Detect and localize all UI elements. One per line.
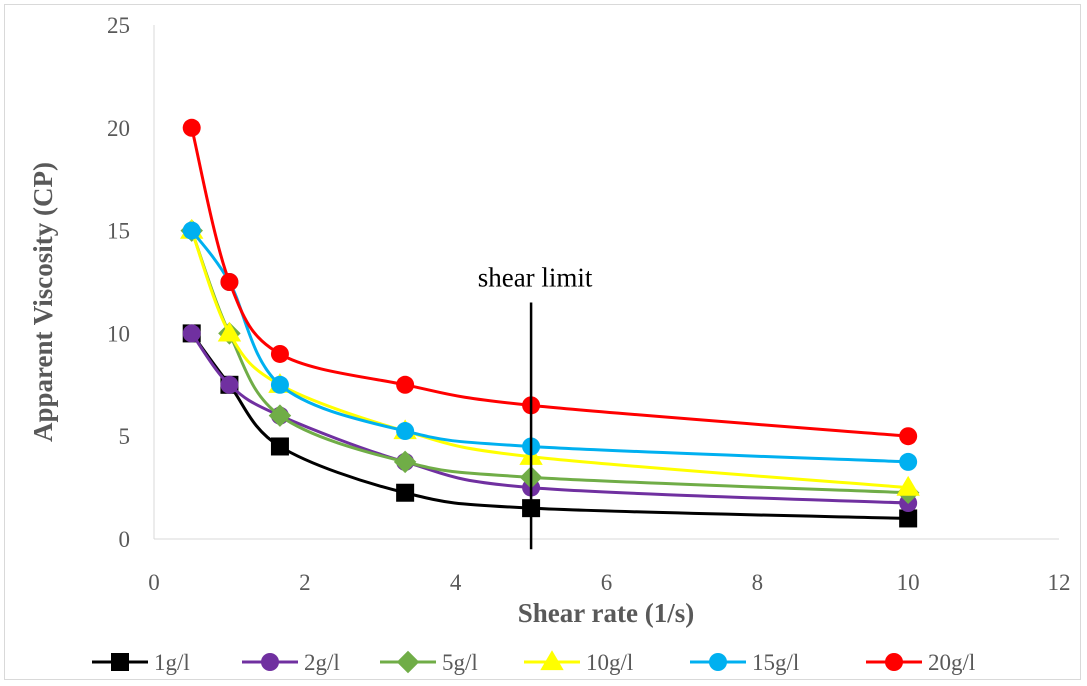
data-point	[896, 475, 920, 496]
data-point	[396, 422, 415, 441]
x-tick-label: 6	[601, 570, 613, 595]
legend-marker	[540, 650, 564, 671]
legend-label: 5g/l	[442, 650, 478, 675]
tick-labels: 0 5 10 15 20 25 0 2 4 6 8 10 12	[107, 13, 1071, 595]
annotation-layer: shear limit	[478, 263, 593, 550]
legend-item: 20g/l	[866, 650, 975, 675]
data-point	[393, 450, 417, 474]
y-tick-label: 10	[107, 321, 130, 346]
x-axis-title: Shear rate (1/s)	[518, 598, 694, 628]
data-point	[270, 344, 289, 363]
series-15g-l	[182, 221, 918, 471]
data-point	[899, 452, 918, 471]
x-tick-label: 8	[752, 570, 764, 595]
legend-marker	[396, 650, 420, 674]
legend-marker	[111, 653, 129, 671]
x-tick-label: 2	[299, 570, 311, 595]
shear-limit-label: shear limit	[478, 263, 593, 293]
data-point	[270, 437, 289, 456]
x-tick-label: 4	[450, 570, 462, 595]
data-point	[396, 483, 415, 502]
x-tick-label: 0	[148, 570, 160, 595]
legend-item: 1g/l	[92, 650, 190, 675]
legend-item: 2g/l	[242, 650, 340, 675]
data-point	[217, 321, 242, 342]
data-point	[182, 118, 201, 137]
legend-label: 20g/l	[928, 650, 975, 675]
x-tick-label: 10	[897, 570, 920, 595]
data-point	[899, 427, 918, 446]
y-axis-title: Apparent Viscosity (CP)	[28, 162, 58, 442]
series-20g-l	[182, 118, 918, 446]
legend-marker	[709, 653, 727, 671]
legend-item: 5g/l	[380, 650, 478, 675]
y-tick-label: 15	[107, 219, 130, 244]
data-point	[220, 273, 239, 291]
legend-label: 15g/l	[752, 650, 799, 675]
axes	[153, 25, 1059, 540]
series-2g-l	[182, 324, 918, 513]
y-tick-label: 25	[107, 13, 130, 38]
data-point	[220, 375, 239, 394]
data-point	[182, 324, 201, 343]
legend-label: 2g/l	[304, 650, 340, 675]
series-layer	[180, 118, 920, 528]
data-point	[182, 221, 201, 240]
legend: 1g/l 2g/l 5g/l 10g/l 15g/l 20g/l	[92, 650, 975, 675]
y-tick-label: 5	[119, 424, 131, 449]
y-tick-label: 0	[119, 527, 131, 552]
legend-marker	[885, 653, 903, 671]
data-point	[268, 404, 292, 427]
x-tick-label: 12	[1048, 570, 1071, 595]
legend-label: 10g/l	[586, 650, 633, 675]
legend-label: 1g/l	[154, 650, 190, 675]
data-point	[396, 375, 415, 394]
data-point	[899, 509, 918, 528]
legend-item: 10g/l	[524, 650, 633, 675]
data-point	[270, 375, 289, 394]
legend-item: 15g/l	[690, 650, 799, 675]
legend-marker	[261, 653, 279, 671]
series-1g-l	[182, 324, 918, 528]
y-tick-label: 20	[107, 116, 130, 141]
series-line	[190, 127, 909, 438]
